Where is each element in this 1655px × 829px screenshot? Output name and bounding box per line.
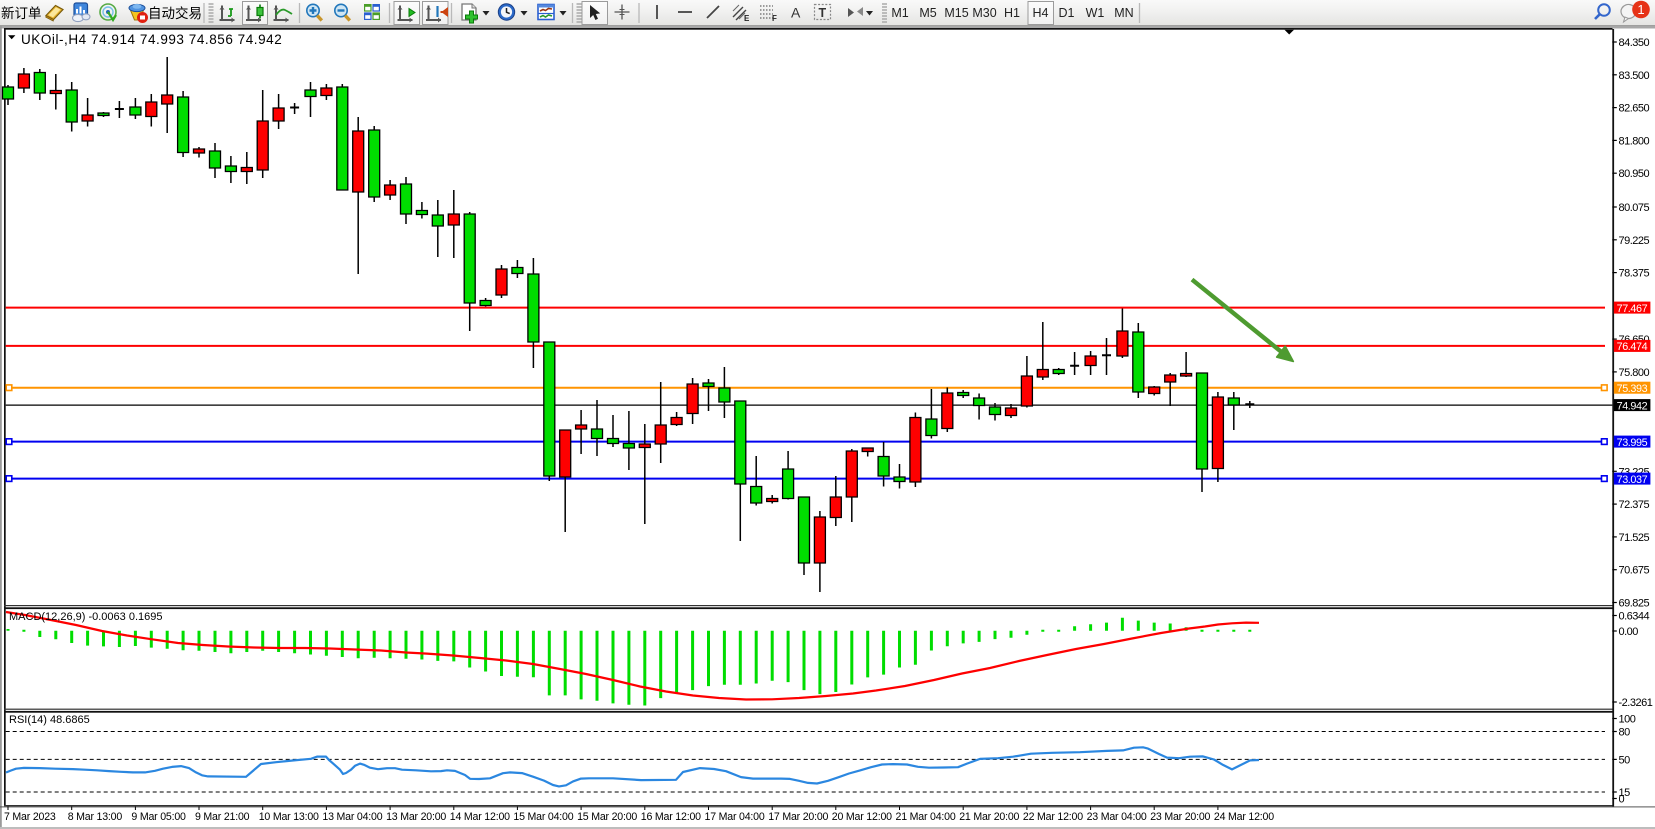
svg-text:9 Mar 05:00: 9 Mar 05:00 xyxy=(131,811,186,823)
svg-text:77.467: 77.467 xyxy=(1617,303,1648,315)
svg-text:70.675: 70.675 xyxy=(1619,565,1650,577)
svg-text:A: A xyxy=(791,5,801,21)
svg-text:9 Mar 21:00: 9 Mar 21:00 xyxy=(195,811,250,823)
svg-text:M15: M15 xyxy=(944,6,968,20)
svg-text:20 Mar 12:00: 20 Mar 12:00 xyxy=(832,811,892,823)
svg-text:69.825: 69.825 xyxy=(1619,598,1650,610)
svg-text:E: E xyxy=(744,14,750,23)
svg-text:73.995: 73.995 xyxy=(1617,437,1648,449)
svg-text:10 Mar 13:00: 10 Mar 13:00 xyxy=(259,811,319,823)
svg-text:MN: MN xyxy=(1114,6,1133,20)
svg-text:UKOil-,H4 74.914 74.993 74.85: UKOil-,H4 74.914 74.993 74.856 74.942 xyxy=(21,32,282,47)
svg-text:1: 1 xyxy=(1637,2,1644,17)
svg-text:0.00: 0.00 xyxy=(1619,626,1639,638)
svg-text:M5: M5 xyxy=(919,6,936,20)
svg-text:21 Mar 20:00: 21 Mar 20:00 xyxy=(959,811,1019,823)
svg-text:14 Mar 12:00: 14 Mar 12:00 xyxy=(450,811,510,823)
svg-text:0.6344: 0.6344 xyxy=(1619,611,1650,623)
svg-text:83.500: 83.500 xyxy=(1619,70,1650,82)
svg-text:24 Mar 12:00: 24 Mar 12:00 xyxy=(1214,811,1274,823)
svg-text:80.075: 80.075 xyxy=(1619,202,1650,214)
svg-text:74.942: 74.942 xyxy=(1617,400,1648,412)
svg-text:15 Mar 04:00: 15 Mar 04:00 xyxy=(513,811,573,823)
svg-text:D1: D1 xyxy=(1059,6,1075,20)
svg-text:新订单: 新订单 xyxy=(1,6,42,21)
svg-text:W1: W1 xyxy=(1086,6,1105,20)
svg-text:79.225: 79.225 xyxy=(1619,235,1650,247)
svg-text:75.393: 75.393 xyxy=(1617,383,1648,395)
svg-text:RSI(14) 48.6865: RSI(14) 48.6865 xyxy=(9,714,90,726)
svg-text:81.800: 81.800 xyxy=(1619,135,1650,147)
svg-text:71.525: 71.525 xyxy=(1619,532,1650,544)
svg-text:21 Mar 04:00: 21 Mar 04:00 xyxy=(896,811,956,823)
svg-text:17 Mar 20:00: 17 Mar 20:00 xyxy=(768,811,828,823)
svg-text:82.650: 82.650 xyxy=(1619,103,1650,115)
svg-text:7 Mar 2023: 7 Mar 2023 xyxy=(4,811,56,823)
svg-text:75.800: 75.800 xyxy=(1619,367,1650,379)
svg-text:8 Mar 13:00: 8 Mar 13:00 xyxy=(68,811,123,823)
svg-text:自动交易: 自动交易 xyxy=(148,5,202,21)
svg-text:13 Mar 04:00: 13 Mar 04:00 xyxy=(322,811,382,823)
svg-text:78.375: 78.375 xyxy=(1619,268,1650,280)
svg-text:100: 100 xyxy=(1619,714,1636,726)
svg-text:23 Mar 20:00: 23 Mar 20:00 xyxy=(1150,811,1210,823)
svg-text:-2.3261: -2.3261 xyxy=(1619,697,1653,709)
svg-text:76.474: 76.474 xyxy=(1617,341,1648,353)
svg-text:84.350: 84.350 xyxy=(1619,37,1650,49)
svg-text:73.037: 73.037 xyxy=(1617,474,1648,486)
svg-text:16 Mar 12:00: 16 Mar 12:00 xyxy=(641,811,701,823)
svg-text:H1: H1 xyxy=(1004,6,1020,20)
svg-text:MACD(12,26,9) -0.0063 0.1695: MACD(12,26,9) -0.0063 0.1695 xyxy=(9,611,162,623)
svg-text:F: F xyxy=(772,14,777,23)
svg-text:M1: M1 xyxy=(891,6,908,20)
svg-text:0: 0 xyxy=(1619,794,1625,806)
svg-text:15 Mar 20:00: 15 Mar 20:00 xyxy=(577,811,637,823)
svg-text:17 Mar 04:00: 17 Mar 04:00 xyxy=(705,811,765,823)
svg-text:50: 50 xyxy=(1619,754,1631,766)
svg-text:13 Mar 20:00: 13 Mar 20:00 xyxy=(386,811,446,823)
svg-text:23 Mar 04:00: 23 Mar 04:00 xyxy=(1087,811,1147,823)
svg-text:72.375: 72.375 xyxy=(1619,499,1650,511)
svg-text:M30: M30 xyxy=(972,6,996,20)
svg-text:T: T xyxy=(819,6,827,20)
svg-text:22 Mar 12:00: 22 Mar 12:00 xyxy=(1023,811,1083,823)
svg-text:80: 80 xyxy=(1619,727,1631,739)
svg-text:H4: H4 xyxy=(1033,6,1049,20)
svg-text:80.950: 80.950 xyxy=(1619,168,1650,180)
svg-text:15: 15 xyxy=(1619,787,1631,799)
